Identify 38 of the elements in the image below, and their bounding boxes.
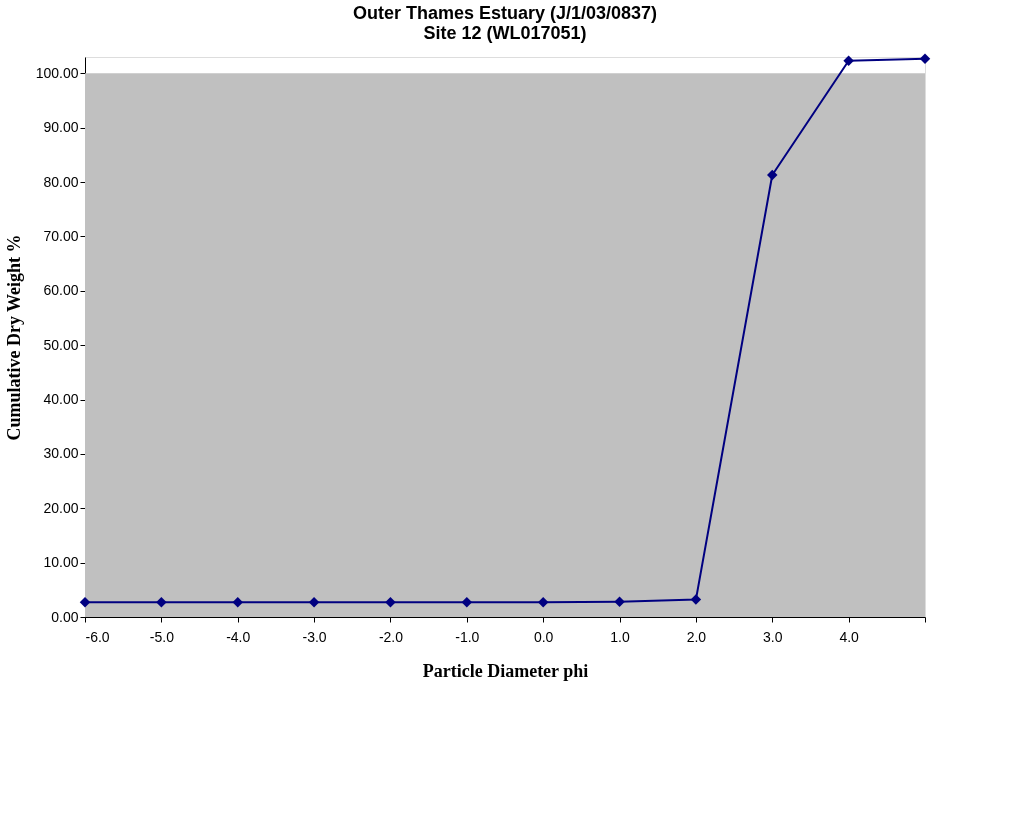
x-tick-label: -6.0 <box>85 628 110 645</box>
text: Site 12 (WL017051) <box>423 23 587 44</box>
point <box>156 597 167 608</box>
point <box>919 53 931 64</box>
y-tick-label: 10.00 <box>43 554 79 571</box>
x-axis-title: Particle Diameter phi <box>422 660 589 681</box>
point <box>843 55 854 67</box>
x-tick-label: 0.0 <box>533 628 554 645</box>
point <box>385 597 396 608</box>
text: Outer Thames Estuary (J/1/03/0837) <box>352 3 658 24</box>
y-tick-label: 40.00 <box>43 391 79 408</box>
point <box>537 597 549 608</box>
y-tick-label: 80.00 <box>43 173 79 190</box>
y-tick-label: 100.00 <box>35 64 79 81</box>
point <box>308 597 320 608</box>
x-tick-label: -5.0 <box>149 628 175 645</box>
x-tick-label: 1.0 <box>610 628 630 645</box>
y-tick-label: 0.00 <box>51 608 79 625</box>
y-axis-title: Cumulative Dry Weight % <box>3 234 24 441</box>
x-tick-label: -3.0 <box>302 628 327 645</box>
x-tick-label: -1.0 <box>455 628 480 645</box>
y-tick-label: 30.00 <box>43 445 79 462</box>
y-tick-label: 70.00 <box>43 227 79 244</box>
point <box>690 594 702 605</box>
x-tick-label: -4.0 <box>226 628 251 645</box>
point <box>232 597 243 608</box>
x-tick-label: 2.0 <box>686 628 707 645</box>
point <box>767 169 778 181</box>
point <box>79 597 91 608</box>
y-tick-label: 90.00 <box>43 119 79 136</box>
y-tick-label: 50.00 <box>43 336 79 353</box>
point <box>461 597 473 608</box>
x-tick-label: 4.0 <box>839 628 860 645</box>
x-tick-label: 3.0 <box>763 628 783 645</box>
y-tick-label: 60.00 <box>43 282 79 299</box>
y-tick-label: 20.00 <box>43 499 79 516</box>
point <box>614 596 625 608</box>
x-tick-label: -2.0 <box>378 628 404 645</box>
